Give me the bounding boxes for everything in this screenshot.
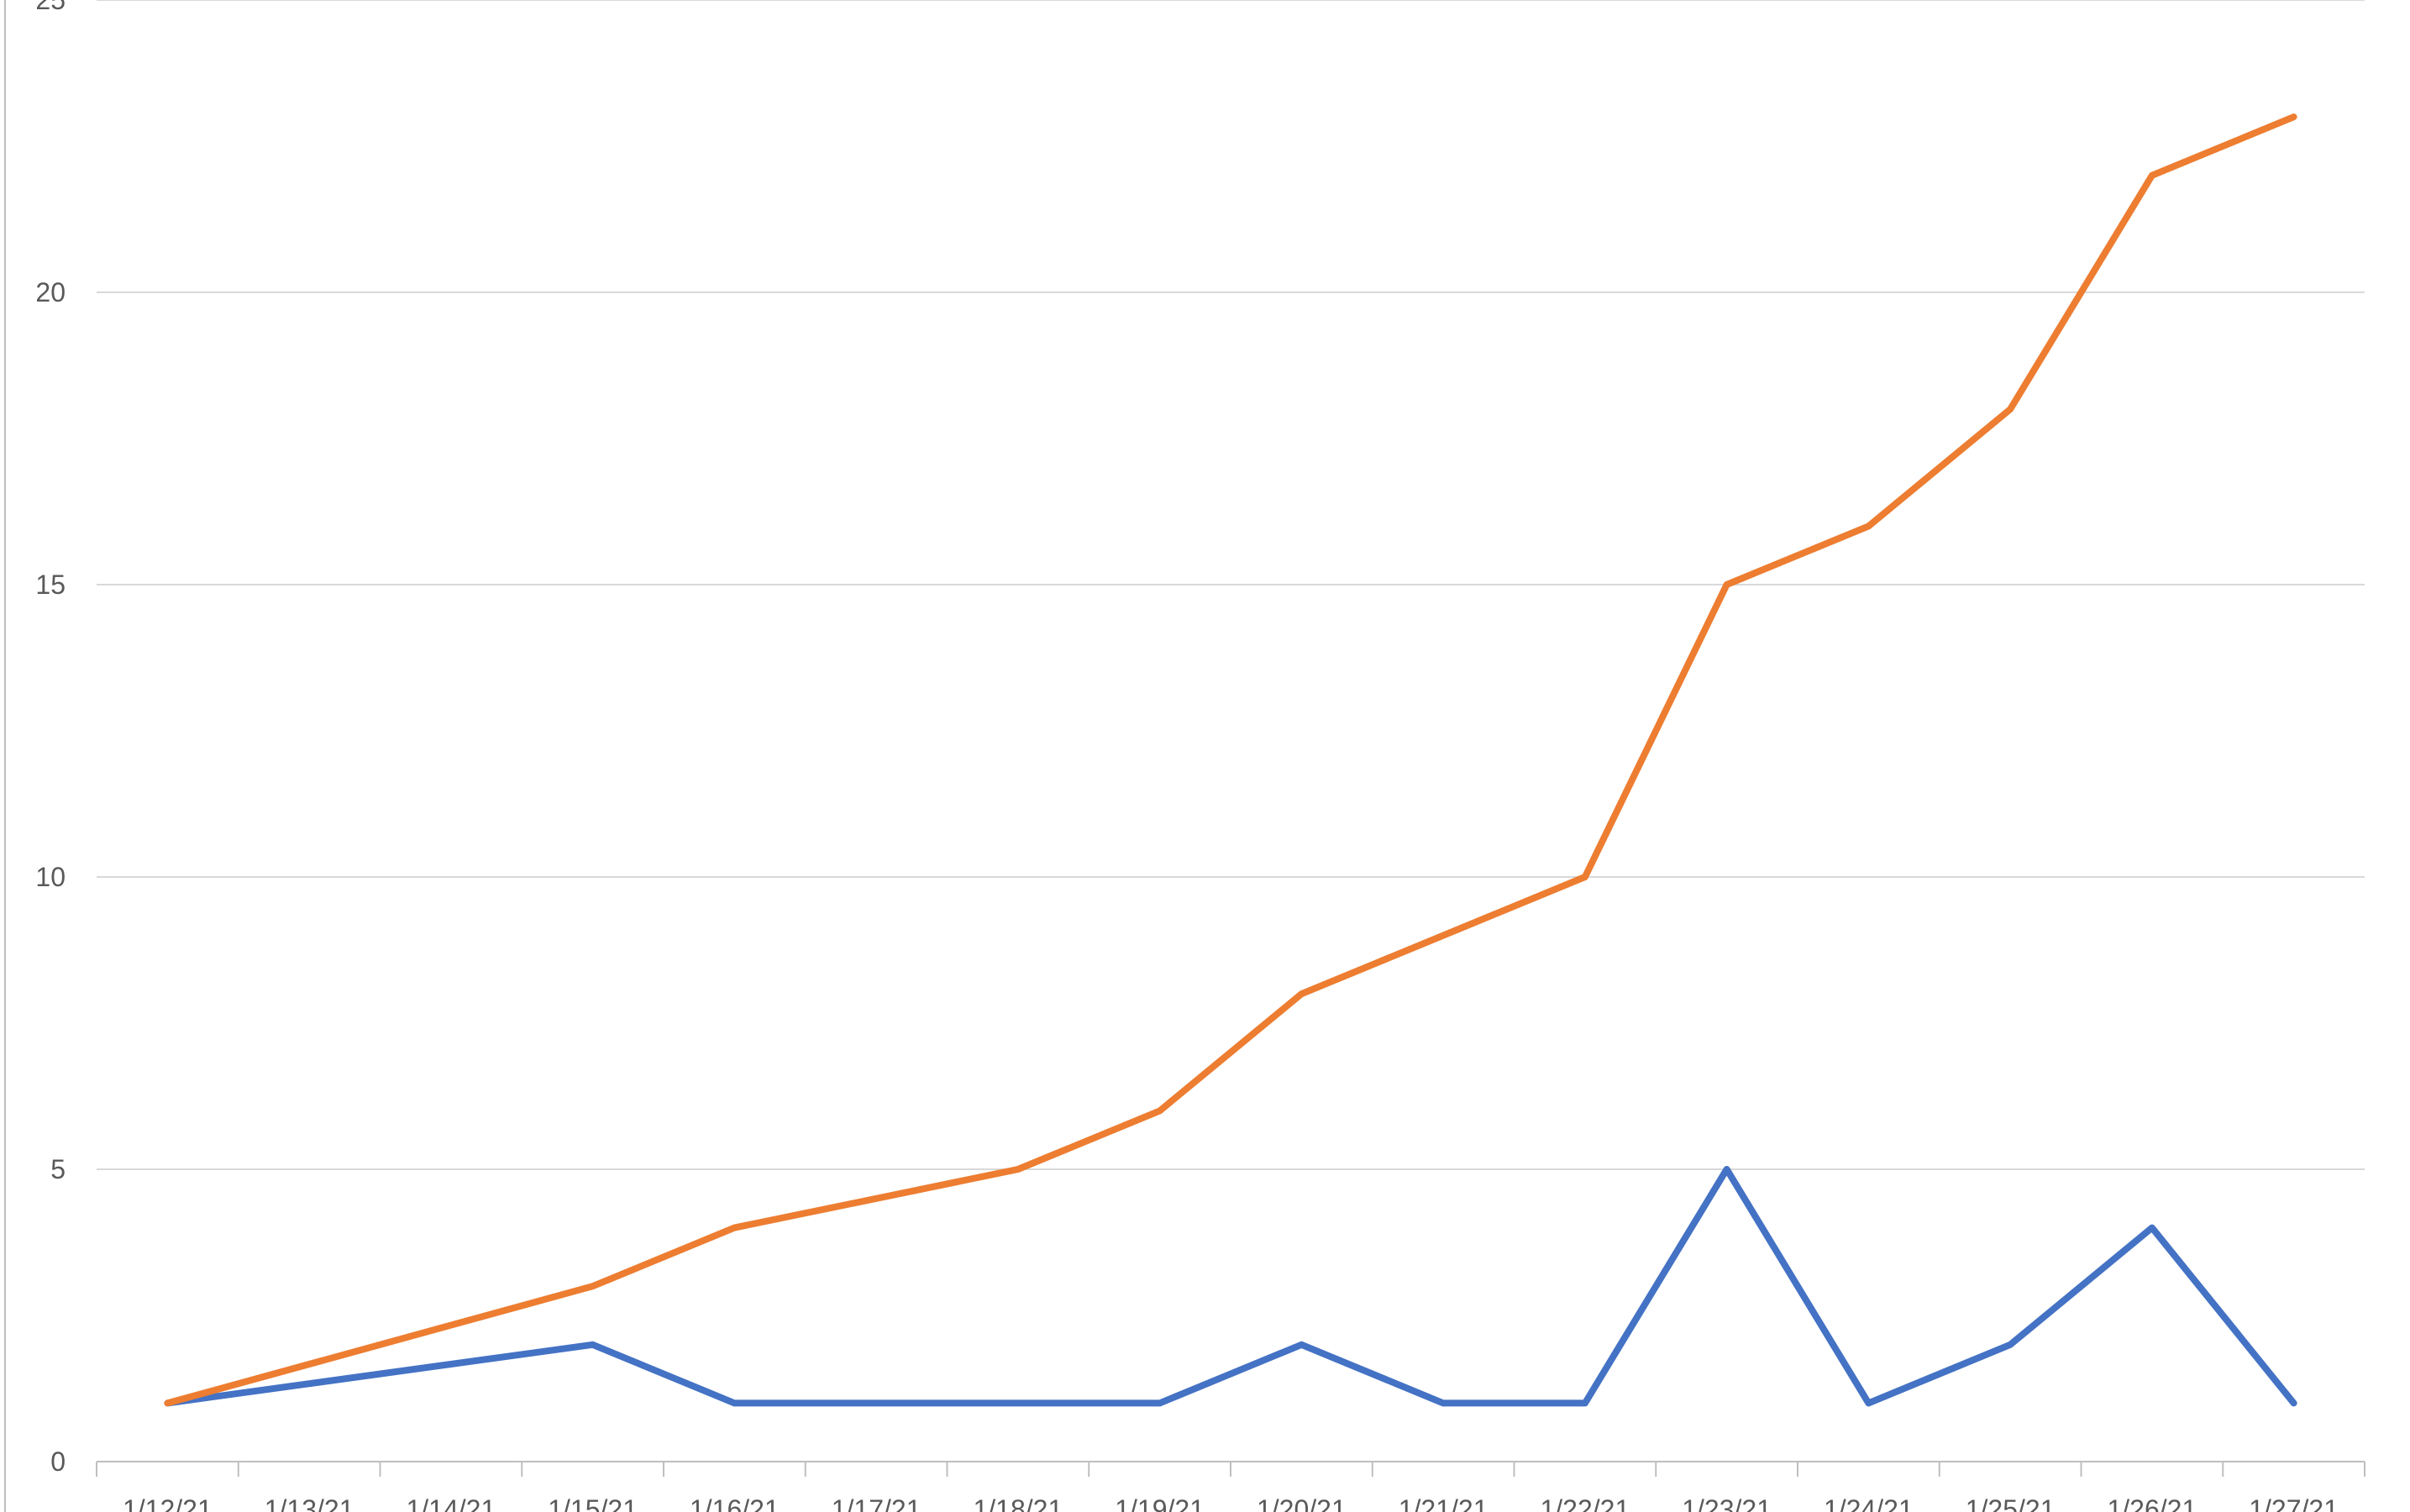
y-tick-label: 0 <box>50 1446 66 1477</box>
x-tick-label: 1/13/21 <box>265 1494 354 1512</box>
x-tick-label: 1/24/21 <box>1824 1494 1914 1512</box>
x-tick-label: 1/16/21 <box>690 1494 780 1512</box>
x-tick-label: 1/23/21 <box>1682 1494 1772 1512</box>
x-tick-label: 1/26/21 <box>2107 1494 2197 1512</box>
y-tick-label: 15 <box>35 570 66 600</box>
y-tick-label: 20 <box>35 277 66 307</box>
x-tick-label: 1/19/21 <box>1115 1494 1205 1512</box>
y-tick-label: 25 <box>35 0 66 15</box>
series-line-2 <box>164 113 2297 1407</box>
x-tick-label: 1/12/21 <box>123 1494 213 1512</box>
x-tick-label: 1/14/21 <box>406 1494 496 1512</box>
x-tick-label: 1/18/21 <box>973 1494 1063 1512</box>
x-tick-label: 1/25/21 <box>1966 1494 2056 1512</box>
y-tick-label: 5 <box>50 1154 66 1184</box>
gridlines <box>97 0 2365 1170</box>
x-tick-label: 1/20/21 <box>1257 1494 1347 1512</box>
series-lines <box>164 113 2297 1407</box>
x-tick-label: 1/15/21 <box>548 1494 638 1512</box>
axes <box>4 0 2365 1512</box>
series-line-1 <box>164 1166 2297 1407</box>
x-tick-label: 1/21/21 <box>1399 1494 1489 1512</box>
x-tick-label: 1/27/21 <box>2249 1494 2339 1512</box>
tick-labels: 0 5 10 15 20 25 1/12/21 1/13/21 1/14/21 1/15/21 1/… <box>35 0 2339 1512</box>
x-tick-label: 1/22/21 <box>1540 1494 1630 1512</box>
x-tick-label: 1/17/21 <box>832 1494 921 1512</box>
y-tick-label: 10 <box>35 862 66 892</box>
